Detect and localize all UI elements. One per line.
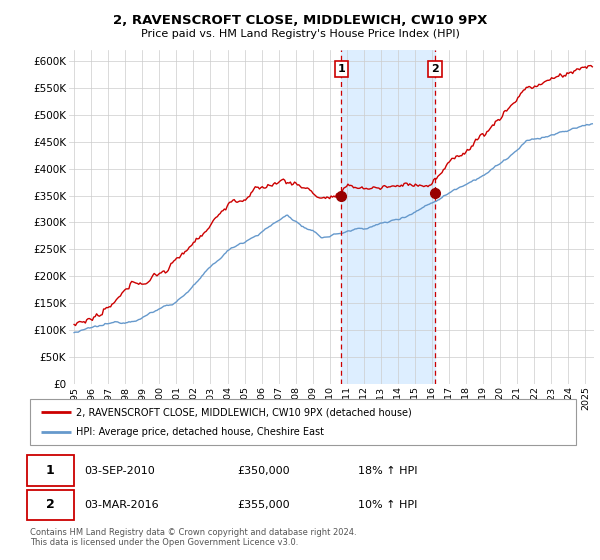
Text: 1: 1 bbox=[46, 464, 55, 477]
Text: £350,000: £350,000 bbox=[238, 465, 290, 475]
FancyBboxPatch shape bbox=[27, 490, 74, 520]
Text: 03-MAR-2016: 03-MAR-2016 bbox=[85, 500, 159, 510]
Text: 2, RAVENSCROFT CLOSE, MIDDLEWICH, CW10 9PX (detached house): 2, RAVENSCROFT CLOSE, MIDDLEWICH, CW10 9… bbox=[76, 407, 412, 417]
Text: 03-SEP-2010: 03-SEP-2010 bbox=[85, 465, 155, 475]
Text: 2: 2 bbox=[431, 64, 439, 74]
Text: HPI: Average price, detached house, Cheshire East: HPI: Average price, detached house, Ches… bbox=[76, 427, 325, 437]
FancyBboxPatch shape bbox=[27, 455, 74, 486]
Text: £355,000: £355,000 bbox=[238, 500, 290, 510]
Text: Contains HM Land Registry data © Crown copyright and database right 2024.
This d: Contains HM Land Registry data © Crown c… bbox=[30, 528, 356, 547]
Text: 1: 1 bbox=[337, 64, 345, 74]
FancyBboxPatch shape bbox=[30, 399, 576, 445]
Text: 2: 2 bbox=[46, 498, 55, 511]
Text: 2, RAVENSCROFT CLOSE, MIDDLEWICH, CW10 9PX: 2, RAVENSCROFT CLOSE, MIDDLEWICH, CW10 9… bbox=[113, 14, 487, 27]
Text: 10% ↑ HPI: 10% ↑ HPI bbox=[358, 500, 417, 510]
Text: Price paid vs. HM Land Registry's House Price Index (HPI): Price paid vs. HM Land Registry's House … bbox=[140, 29, 460, 39]
Bar bbox=[341, 50, 435, 384]
Text: 18% ↑ HPI: 18% ↑ HPI bbox=[358, 465, 417, 475]
